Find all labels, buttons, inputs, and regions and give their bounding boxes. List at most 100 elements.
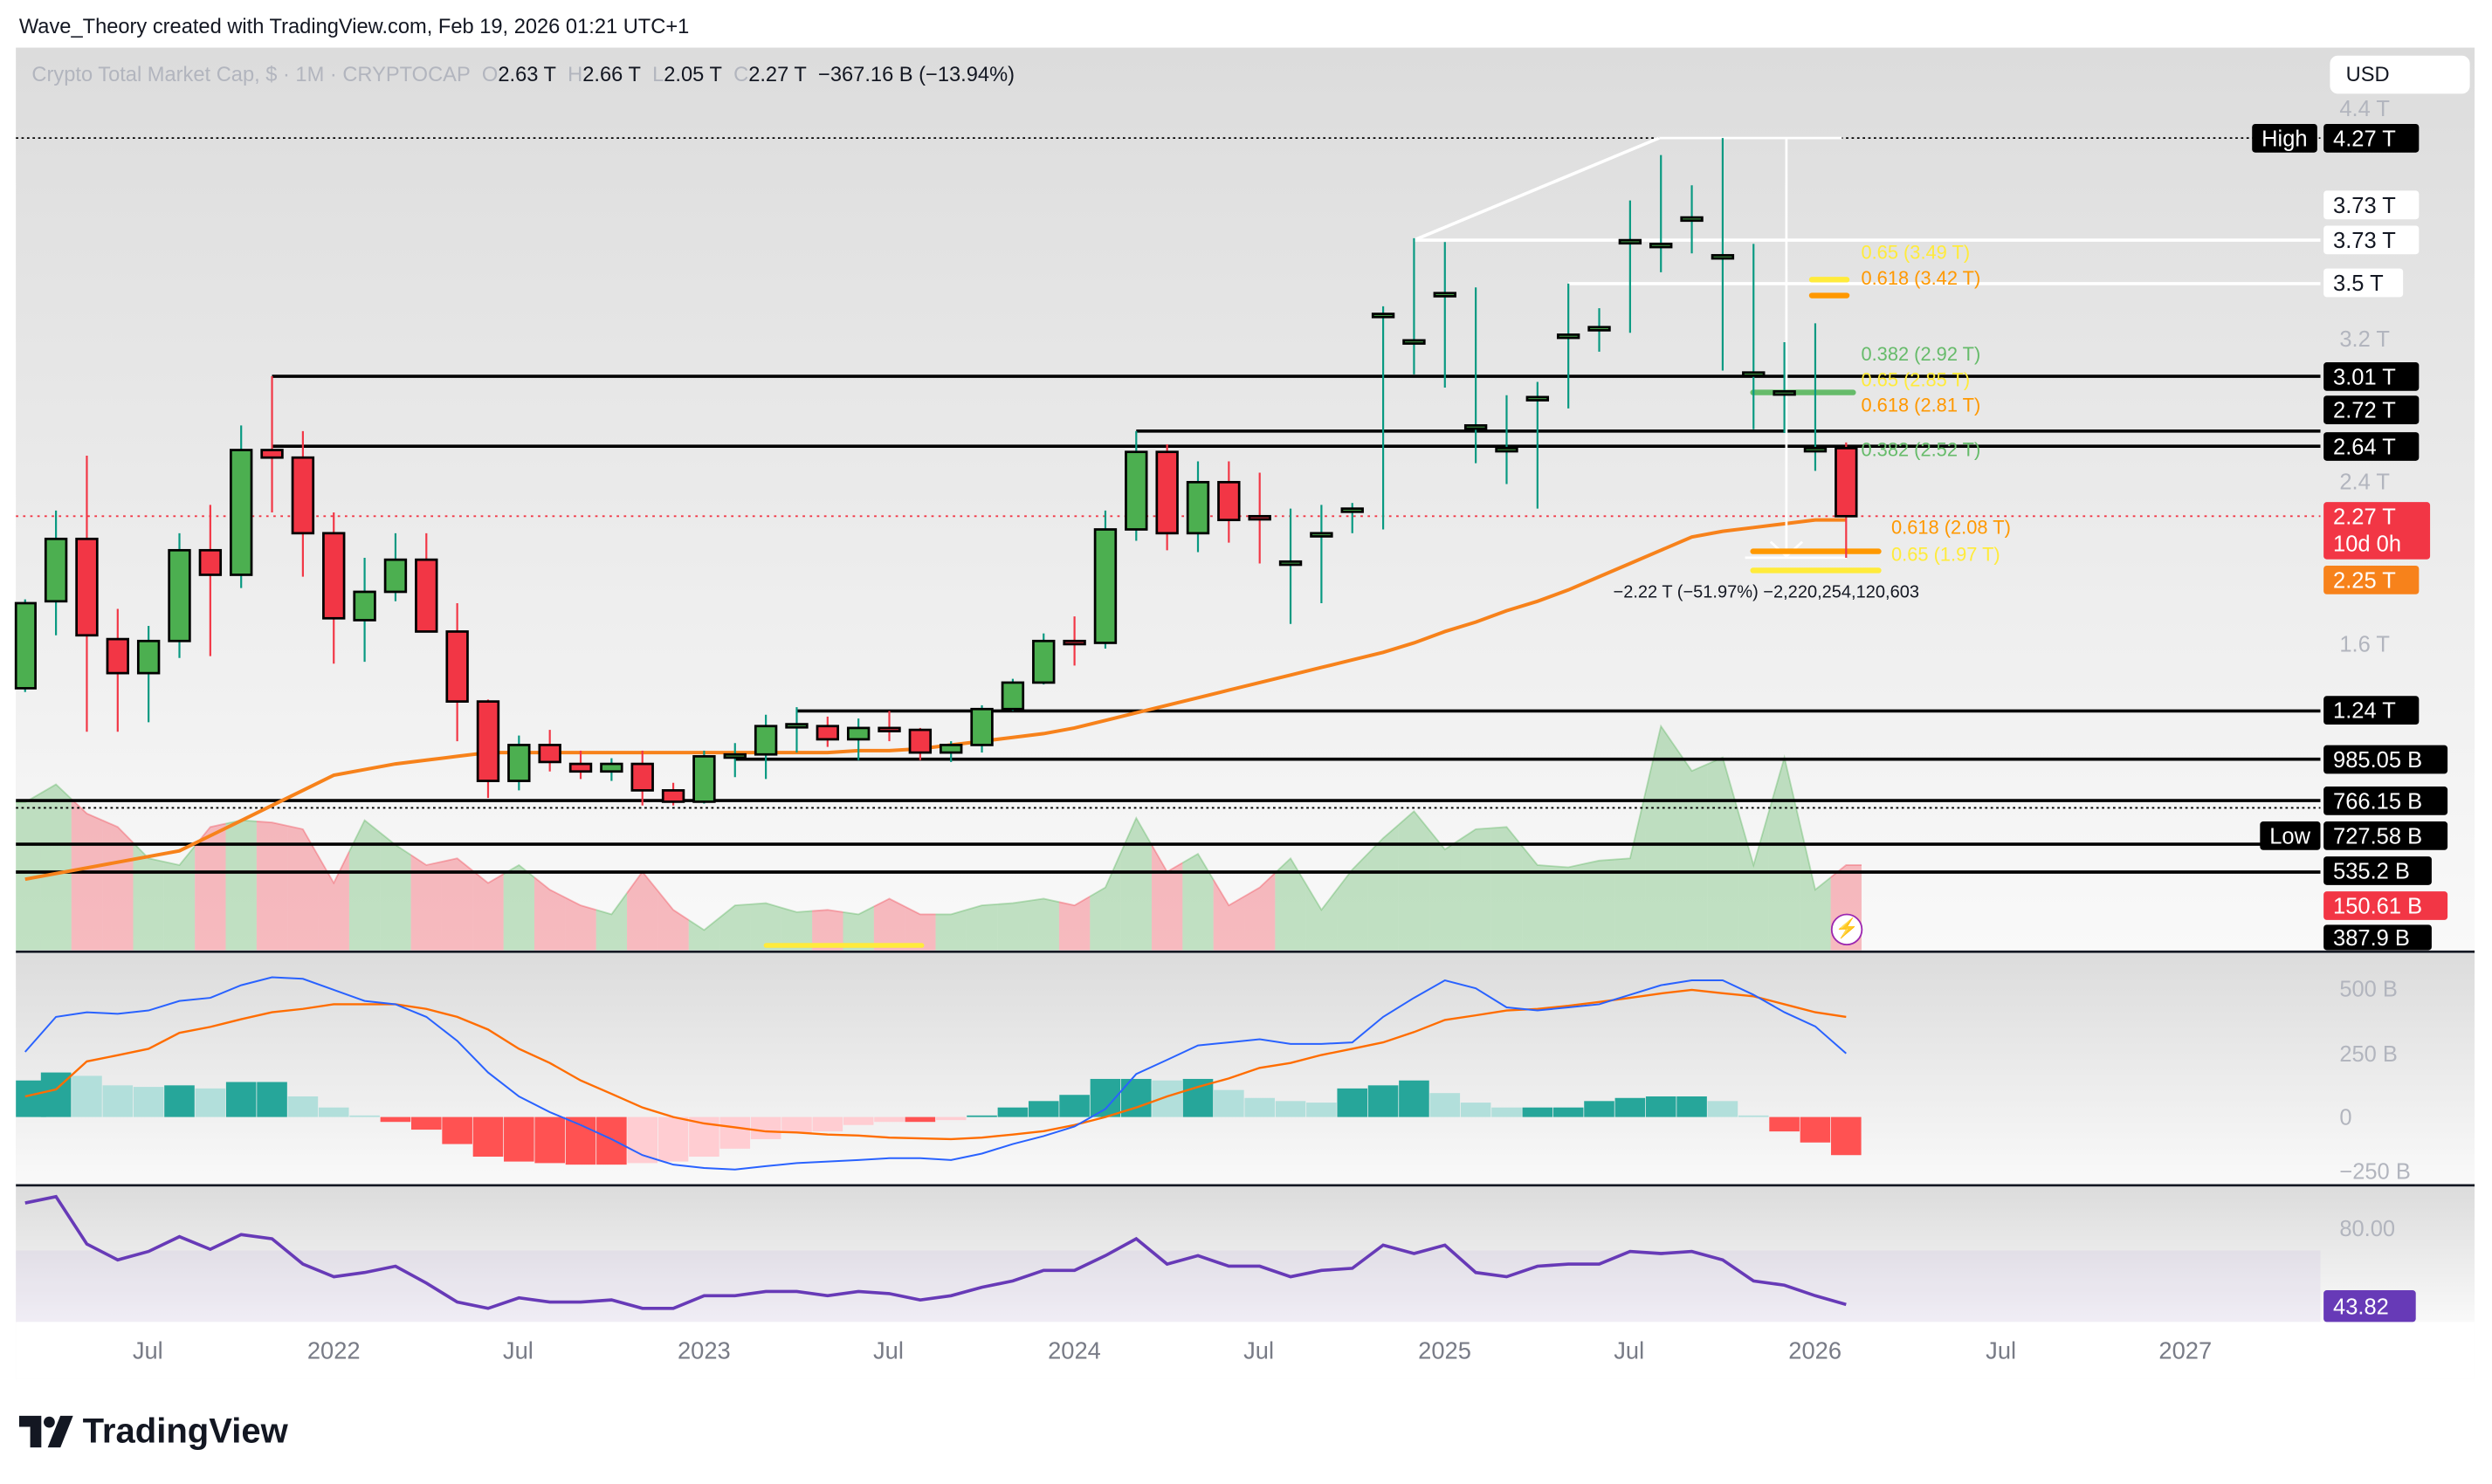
volume-segment (40, 784, 72, 951)
volume-segment-edge (1490, 826, 1523, 847)
open-value: 2.63 T (498, 61, 557, 86)
close-label: C (733, 61, 749, 86)
candle-body (1495, 446, 1518, 453)
volume-segment (256, 821, 288, 951)
macd-histogram-bar (1306, 1103, 1337, 1117)
macd-histogram-bar (781, 1116, 812, 1133)
candle-body (754, 725, 778, 756)
candle-body (816, 725, 840, 741)
candle-body (353, 590, 376, 622)
candle-body (1340, 507, 1364, 513)
macd-indicator (16, 976, 1862, 1171)
volume-segment-edge (534, 876, 566, 898)
volume-segment-edge (1366, 824, 1400, 855)
drawings (1413, 136, 1882, 574)
macd-histogram-bar (1584, 1101, 1614, 1117)
macd-histogram-bar (1552, 1107, 1584, 1117)
candle-body (1463, 423, 1488, 430)
price-tick: 2.4 T (2339, 468, 2390, 495)
macd-histogram-bar (935, 1116, 967, 1121)
candle-body (1093, 528, 1118, 644)
volume-segment (380, 832, 411, 951)
volume-segment (1583, 859, 1615, 951)
macd-histogram-bar (1676, 1096, 1707, 1117)
volume-segment-edge (39, 783, 72, 800)
volume-segment (1552, 863, 1584, 951)
time-label: Jul (132, 1337, 163, 1365)
candle-body (322, 532, 346, 620)
high-price-label: 4.27 T (2323, 123, 2420, 153)
volume-segment-edge (1644, 724, 1677, 793)
price-range-measure: −2.22 T (−51.97%) −2,220,254,120,603 (1613, 583, 1920, 602)
volume-segment-edge (1058, 896, 1091, 907)
volume-segment-edge (781, 906, 813, 913)
high-value: 2.66 T (582, 61, 641, 86)
ma-price-label: 2.25 T (2323, 565, 2420, 594)
volume-segment (1028, 898, 1059, 951)
trend-line (1413, 136, 1660, 242)
macd-histogram-bar (843, 1116, 874, 1125)
volume-segment-edge (1521, 845, 1553, 868)
macd-histogram-bar (380, 1116, 411, 1123)
symbol-legend[interactable]: Crypto Total Market Cap, $ · 1M · CRYPTO… (31, 62, 1015, 86)
candle-body (75, 537, 99, 637)
time-axis[interactable] (16, 1322, 2475, 1379)
level-label: 1.24 T (2323, 696, 2420, 725)
rsi-indicator (24, 1194, 1847, 1310)
volume-segment (133, 842, 164, 951)
volume-segment-edge (873, 897, 905, 908)
time-label: Jul (873, 1337, 904, 1365)
macd-line (24, 976, 1847, 1171)
last-price-label: 2.27 T 10d 0h (2323, 502, 2431, 560)
candle-body (1278, 560, 1303, 567)
lightning-icon[interactable]: ⚡ (1830, 913, 1863, 946)
candle-body (198, 548, 223, 576)
volume-segment (1182, 854, 1214, 951)
macd-histogram-bar (225, 1082, 257, 1117)
volume-segment (657, 890, 689, 951)
volume-segment (195, 823, 226, 951)
candle-body (1063, 639, 1086, 646)
macd-histogram-bar (1522, 1107, 1553, 1117)
macd-histogram-bar (812, 1116, 843, 1132)
candle-body (1556, 333, 1580, 340)
fib-label: 0.618 (2.08 T) (1891, 516, 2011, 539)
volume-segment-edge (1459, 827, 1491, 841)
macd-histogram-bar (1399, 1080, 1429, 1117)
currency-button[interactable]: USD (2330, 55, 2470, 94)
volume-segment-edge (101, 819, 134, 843)
horizontal-levels (16, 137, 2321, 874)
volume-segment-edge (1398, 810, 1430, 831)
volume-segment (1490, 827, 1523, 951)
candle-body (785, 723, 809, 729)
price-pane[interactable] (16, 47, 2475, 951)
candle-body (1155, 450, 1179, 535)
candle-body (1649, 243, 1673, 249)
time-label: 2025 (1418, 1337, 1471, 1365)
price-tick: 1.6 T (2339, 630, 2390, 656)
macd-histogram-bar (719, 1116, 751, 1149)
volume-segment (750, 903, 781, 951)
volume-segment-edge (472, 869, 505, 884)
macd-histogram-bar (596, 1116, 627, 1165)
volume-segment (1460, 828, 1491, 951)
candle-body (1680, 216, 1704, 223)
macd-histogram-bar (72, 1075, 102, 1117)
volume-segment (1367, 824, 1399, 951)
volume-segment (1738, 811, 1769, 951)
volume-segment (287, 826, 319, 951)
price-tick: 4.4 T (2339, 95, 2390, 121)
price-tick: 3.2 T (2339, 326, 2390, 352)
candles (14, 138, 1858, 806)
macd-histogram-bar (1707, 1101, 1738, 1117)
rsi-pane[interactable] (16, 1186, 2475, 1323)
volume-segment (595, 893, 628, 951)
macd-pane[interactable] (16, 953, 2475, 1185)
macd-histogram-bar (287, 1096, 319, 1117)
tradingview-logo[interactable]: TradingView (18, 1411, 288, 1452)
candle-body (1032, 639, 1056, 684)
volume-segment-edge (1706, 756, 1739, 812)
volume-segment-edge (1028, 897, 1060, 903)
volume-segment-edge (1737, 811, 1770, 869)
